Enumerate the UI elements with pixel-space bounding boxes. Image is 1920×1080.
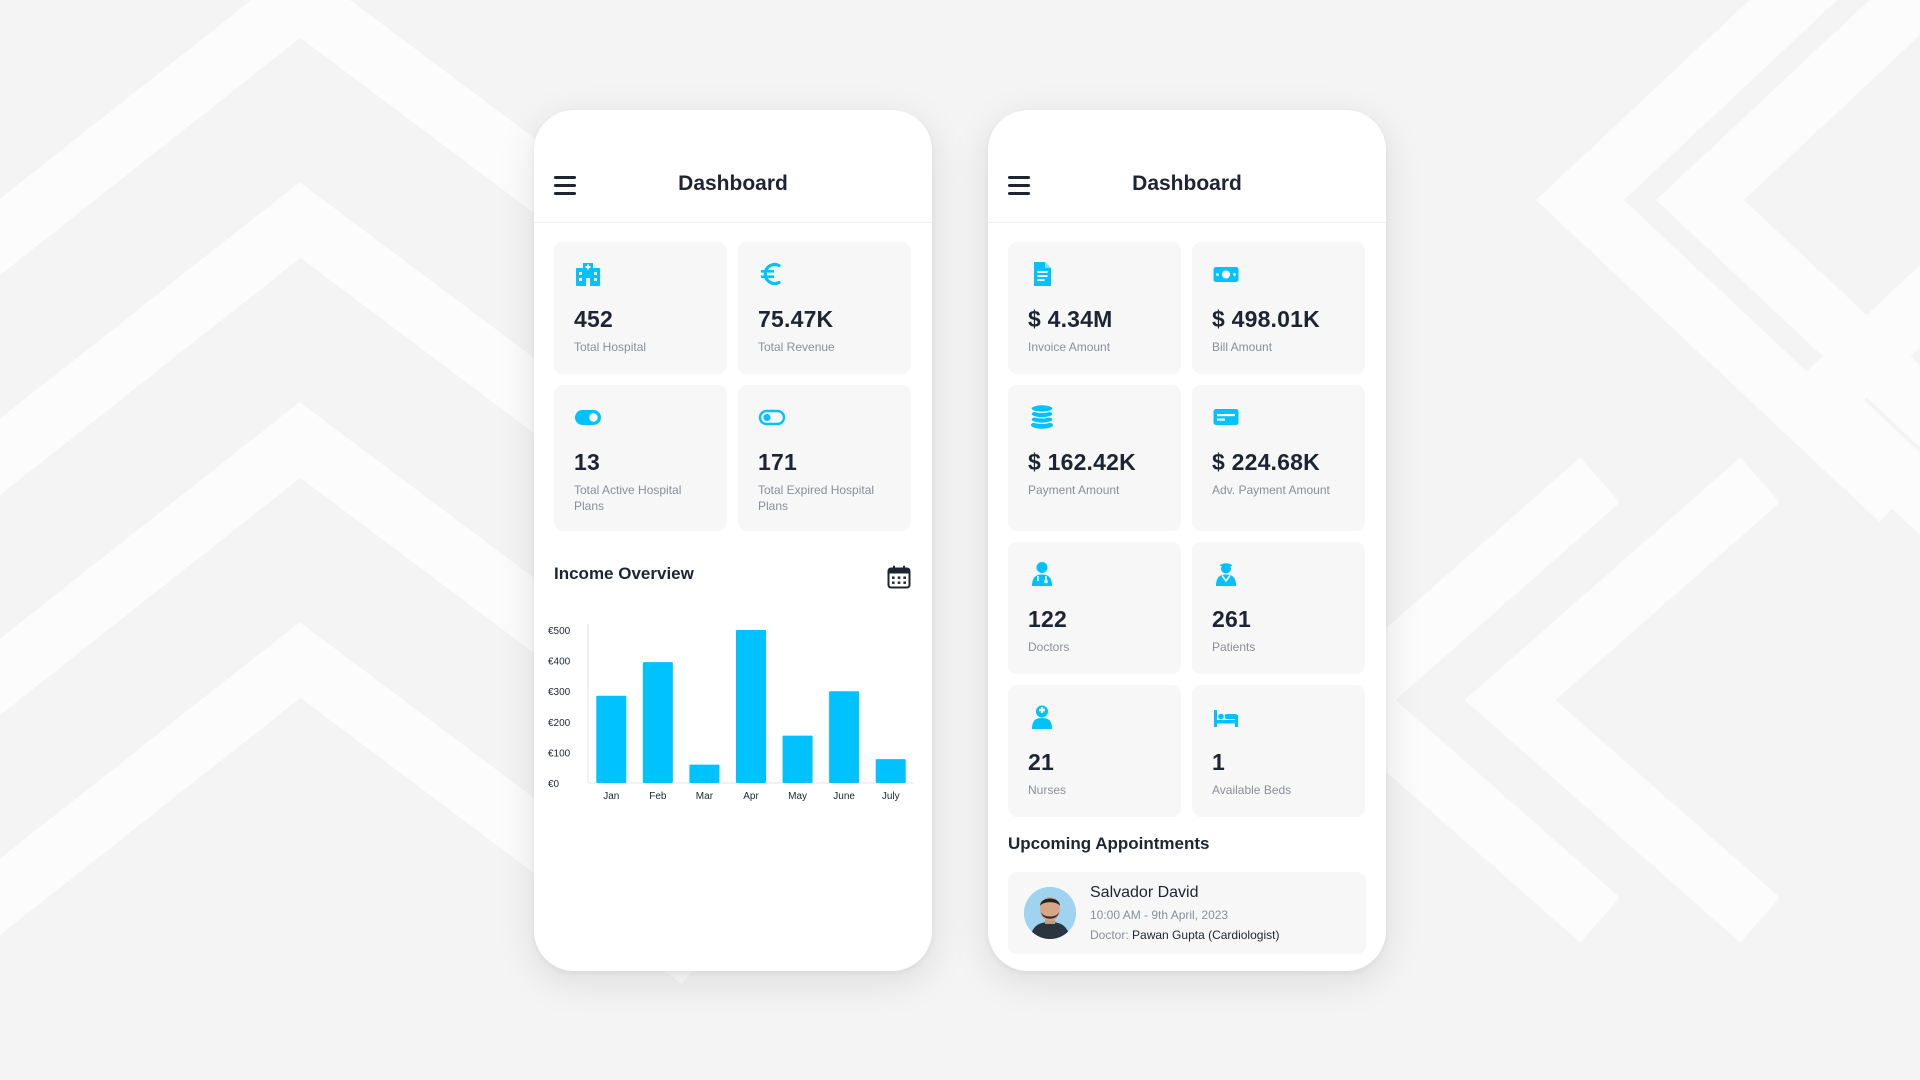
- x-tick-label: Jan: [603, 791, 619, 802]
- income-overview-title: Income Overview: [554, 564, 694, 583]
- stat-value: $ 4.34M: [1028, 306, 1113, 332]
- patient-icon: [1216, 563, 1236, 586]
- avatar-image: [1024, 887, 1076, 939]
- invoice-icon: [1034, 262, 1051, 286]
- stat-card-doctors[interactable]: 122 Doctors: [1008, 542, 1181, 674]
- toggle-off-icon: [758, 409, 786, 426]
- stat-label: Doctors: [1028, 640, 1070, 654]
- stat-value: 452: [574, 306, 613, 332]
- bar-june[interactable]: [829, 691, 860, 783]
- stat-value: 122: [1028, 606, 1067, 632]
- stat-card-payment-amount[interactable]: $ 162.42K Payment Amount: [1008, 385, 1181, 531]
- stat-value: $ 224.68K: [1212, 449, 1320, 475]
- avatar: [1024, 887, 1076, 939]
- right-phone-screen: Dashboard $ 4.34M Invoice Amount $ 498.0…: [988, 110, 1386, 971]
- x-tick-label: June: [833, 791, 855, 802]
- stat-label: Adv. Payment Amount: [1212, 483, 1330, 497]
- bar-may[interactable]: [782, 735, 813, 783]
- euro-icon: [761, 262, 781, 286]
- stat-card-patients[interactable]: 261 Patients: [1192, 542, 1365, 674]
- coins-icon: [1030, 404, 1054, 429]
- stat-label: Available Beds: [1212, 783, 1292, 797]
- stat-card-adv-payment-amount[interactable]: $ 224.68K Adv. Payment Amount: [1192, 385, 1365, 531]
- stat-value: 21: [1028, 749, 1054, 775]
- bar-july[interactable]: [875, 759, 906, 783]
- y-tick-label: €200: [548, 718, 571, 729]
- stat-value: $ 162.42K: [1028, 449, 1136, 475]
- stat-value: $ 498.01K: [1212, 306, 1320, 332]
- stat-value: 75.47K: [758, 306, 834, 332]
- y-tick-label: €0: [548, 779, 560, 790]
- stat-card-bill-amount[interactable]: $ 498.01K Bill Amount: [1192, 242, 1365, 374]
- appointment-time: 10:00 AM - 9th April, 2023: [1090, 908, 1229, 922]
- page-title: Dashboard: [1132, 172, 1242, 195]
- cash-icon: [1213, 267, 1239, 282]
- doctor-name: Pawan Gupta (Cardiologist): [1132, 928, 1280, 942]
- left-phone-screen: Dashboard 452 Total Hospital 75.47K: [534, 110, 932, 971]
- stat-label: Total Expired Hospital Plans: [758, 483, 875, 513]
- app-header: Dashboard: [534, 110, 932, 223]
- calendar-icon[interactable]: [886, 564, 912, 590]
- upcoming-appointments-title: Upcoming Appointments: [1008, 834, 1210, 853]
- bar-feb[interactable]: [642, 662, 673, 783]
- stat-label: Total Revenue: [758, 340, 835, 354]
- x-tick-label: May: [788, 791, 807, 802]
- x-tick-label: Apr: [743, 791, 759, 802]
- stat-card-expired-plans[interactable]: 171 Total Expired Hospital Plans: [738, 385, 911, 531]
- stat-label: Bill Amount: [1212, 340, 1273, 354]
- y-tick-label: €400: [548, 657, 571, 668]
- stat-label: Nurses: [1028, 783, 1067, 797]
- stat-value: 1: [1212, 749, 1225, 775]
- hamburger-menu-icon[interactable]: [554, 176, 578, 196]
- stats-grid: 452 Total Hospital 75.47K Total Revenue …: [554, 242, 912, 531]
- income-overview-chart: €0 €100 €200 €300 €400 €500 Jan Feb Mar Apr May Jun…: [548, 624, 914, 802]
- x-tick-label: July: [882, 791, 900, 802]
- appointment-card[interactable]: Salvador David 10:00 AM - 9th April, 202…: [1008, 872, 1366, 954]
- stats-grid: $ 4.34M Invoice Amount $ 498.01K Bill Am…: [1008, 242, 1366, 817]
- patient-name: Salvador David: [1090, 884, 1199, 901]
- page-title: Dashboard: [678, 172, 788, 195]
- stat-value: 261: [1212, 606, 1251, 632]
- y-tick-label: €300: [548, 687, 571, 698]
- y-tick-label: €500: [548, 626, 571, 637]
- bar-apr[interactable]: [736, 630, 766, 783]
- stat-card-invoice-amount[interactable]: $ 4.34M Invoice Amount: [1008, 242, 1181, 374]
- stat-label: Total Hospital: [574, 340, 647, 354]
- stat-card-nurses[interactable]: 21 Nurses: [1008, 685, 1181, 817]
- stat-label: Invoice Amount: [1028, 340, 1111, 354]
- appointment-doctor: Doctor: Pawan Gupta (Cardiologist): [1090, 928, 1279, 942]
- stat-label: Payment Amount: [1028, 483, 1120, 497]
- app-header: Dashboard: [988, 110, 1386, 223]
- x-tick-label: Mar: [696, 791, 714, 802]
- hospital-icon: [576, 263, 600, 286]
- hamburger-menu-icon[interactable]: [1008, 176, 1032, 196]
- bed-icon: [1214, 710, 1238, 727]
- y-tick-label: €100: [548, 748, 571, 759]
- doctor-icon: [1032, 562, 1052, 586]
- stat-card-active-plans[interactable]: 13 Total Active Hospital Plans: [554, 385, 727, 531]
- stat-value: 13: [574, 449, 600, 475]
- nurse-icon: [1032, 705, 1052, 729]
- stat-card-available-beds[interactable]: 1 Available Beds: [1192, 685, 1365, 817]
- card-icon: [1213, 409, 1239, 425]
- x-tick-label: Feb: [649, 791, 667, 802]
- bar-mar[interactable]: [689, 764, 720, 783]
- toggle-on-icon: [575, 410, 601, 425]
- stat-card-total-hospital[interactable]: 452 Total Hospital: [554, 242, 727, 374]
- stat-label: Total Active Hospital Plans: [574, 483, 682, 513]
- stat-value: 171: [758, 449, 797, 475]
- stat-card-total-revenue[interactable]: 75.47K Total Revenue: [738, 242, 911, 374]
- stat-label: Patients: [1212, 640, 1256, 654]
- bar-jan[interactable]: [596, 695, 627, 783]
- doctor-label: Doctor:: [1090, 928, 1129, 942]
